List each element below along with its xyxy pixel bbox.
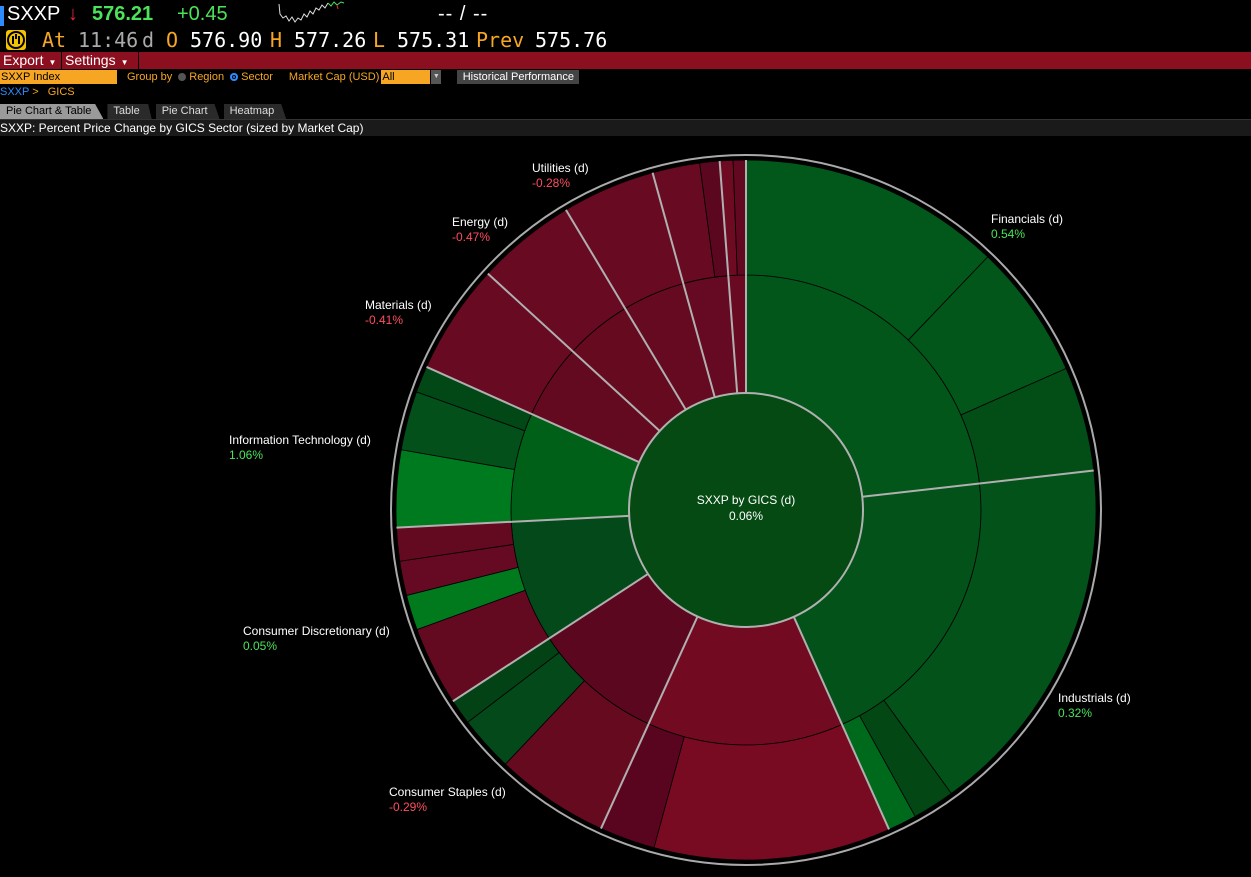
- sector-name: Industrials (d): [1058, 691, 1131, 705]
- open-value: 576.90: [190, 28, 263, 52]
- sector-change: 0.32%: [1058, 706, 1093, 720]
- tab-pie-chart-table[interactable]: Pie Chart & Table: [0, 104, 104, 119]
- group-by-label: Group by: [127, 71, 173, 83]
- label-consumer-discretionary: Consumer Discretionary (d) 0.05%: [243, 624, 390, 654]
- breadcrumb-separator: >: [32, 86, 39, 98]
- ohlc-line: At 11:46 d O 576.90 H 577.26 L 575.31 Pr…: [0, 28, 1251, 52]
- breadcrumb-current: GICS: [47, 86, 75, 98]
- sector-label: Sector: [241, 71, 273, 83]
- sector-change: -0.29%: [389, 800, 428, 814]
- tab-table[interactable]: Table: [107, 104, 152, 119]
- center-label: SXXP by GICS (d): [697, 493, 795, 507]
- sector-radio[interactable]: Sector: [230, 70, 273, 84]
- prev-value: 575.76: [535, 28, 608, 52]
- security-marker: [0, 6, 4, 26]
- low-value: 575.31: [397, 28, 470, 52]
- net-change: +0.45: [177, 3, 228, 25]
- security-input[interactable]: SXXP Index: [0, 70, 117, 84]
- sector-divider: [452, 573, 649, 703]
- sector-divider: [600, 616, 699, 829]
- dropdown-arrow-icon[interactable]: ▼: [431, 70, 442, 84]
- time-suffix: d: [142, 28, 155, 52]
- label-financials: Financials (d) 0.54%: [991, 212, 1063, 242]
- caret-down-icon: ▼: [120, 58, 129, 67]
- breadcrumb: SXXP > GICS: [0, 86, 81, 98]
- low-label: L: [373, 28, 386, 52]
- settings-menu[interactable]: Settings ▼: [62, 52, 139, 69]
- sector-name: Consumer Discretionary (d): [243, 624, 390, 638]
- sector-change: -0.41%: [365, 313, 404, 327]
- export-menu[interactable]: Export ▼: [0, 52, 62, 69]
- label-utilities: Utilities (d) -0.28%: [532, 161, 589, 191]
- toolbar: SXXP Index Group by Region Sector Market…: [0, 69, 1251, 85]
- center-circle: [628, 392, 864, 628]
- region-label: Region: [189, 71, 225, 83]
- tab-pie-chart[interactable]: Pie Chart: [155, 104, 220, 119]
- sector-name: Consumer Staples (d): [389, 785, 506, 799]
- radio-selected-icon: [230, 73, 239, 81]
- sunburst-chart: SXXP by GICS (d) 0.06%: [390, 154, 1102, 866]
- sector-divider: [651, 172, 716, 398]
- intraday-sparkline: [278, 1, 345, 23]
- quote-time: 11:46: [78, 28, 139, 52]
- export-label: Export: [3, 52, 44, 68]
- clock-icon[interactable]: [6, 30, 26, 50]
- down-arrow-icon: ↓: [68, 3, 78, 25]
- sector-change: 0.54%: [991, 227, 1026, 241]
- at-label: At: [42, 28, 67, 52]
- open-label: O: [166, 28, 179, 52]
- sector-divider: [862, 469, 1094, 498]
- chart-title: SXXP: Percent Price Change by GICS Secto…: [0, 120, 1251, 136]
- bid-ask: -- / --: [438, 3, 489, 25]
- market-cap-label: Market Cap (USD): [288, 71, 380, 83]
- sector-divider: [426, 366, 640, 464]
- settings-label: Settings: [65, 52, 116, 68]
- sector-name: Information Technology (d): [229, 433, 371, 447]
- sector-change: 0.05%: [243, 639, 278, 653]
- sector-divider: [792, 616, 890, 830]
- sector-name: Energy (d): [452, 215, 509, 229]
- view-tabs: Pie Chart & Table Table Pie Chart Heatma…: [0, 103, 1251, 121]
- high-label: H: [270, 28, 283, 52]
- caret-down-icon: ▼: [48, 58, 57, 67]
- last-price: 576.21: [92, 3, 154, 25]
- sector-change: -0.28%: [532, 176, 571, 190]
- center-value: 0.06%: [729, 509, 763, 523]
- high-value: 577.26: [294, 28, 367, 52]
- sector-change: 1.06%: [229, 448, 264, 462]
- menu-bar: Export ▼ Settings ▼: [0, 52, 1251, 69]
- sector-divider: [718, 160, 739, 394]
- label-information-technology: Information Technology (d) 1.06%: [229, 433, 371, 463]
- market-cap-select[interactable]: All: [381, 70, 431, 84]
- sector-divider: [487, 272, 661, 432]
- radio-unselected-icon: [178, 73, 187, 81]
- sector-divider: [396, 514, 630, 529]
- sector-name: Utilities (d): [532, 161, 589, 175]
- chart-outline: [390, 154, 1102, 866]
- prev-label: Prev: [476, 28, 525, 52]
- quote-line: SXXP ↓ 576.21 +0.45 -- / --: [0, 0, 1251, 28]
- sector-change: -0.47%: [452, 230, 491, 244]
- ticker[interactable]: SXXP: [7, 3, 61, 25]
- region-radio[interactable]: Region: [178, 70, 224, 84]
- tab-heatmap[interactable]: Heatmap: [223, 104, 287, 119]
- sector-name: Materials (d): [365, 298, 432, 312]
- sector-name: Financials (d): [991, 212, 1064, 226]
- sector-divider: [565, 209, 687, 411]
- label-materials: Materials (d) -0.41%: [365, 298, 432, 328]
- label-energy: Energy (d) -0.47%: [452, 215, 508, 245]
- historical-performance-button[interactable]: Historical Performance: [457, 70, 580, 84]
- breadcrumb-root[interactable]: SXXP: [0, 86, 30, 98]
- label-industrials: Industrials (d) 0.32%: [1058, 691, 1131, 721]
- label-consumer-staples: Consumer Staples (d) -0.29%: [389, 785, 506, 815]
